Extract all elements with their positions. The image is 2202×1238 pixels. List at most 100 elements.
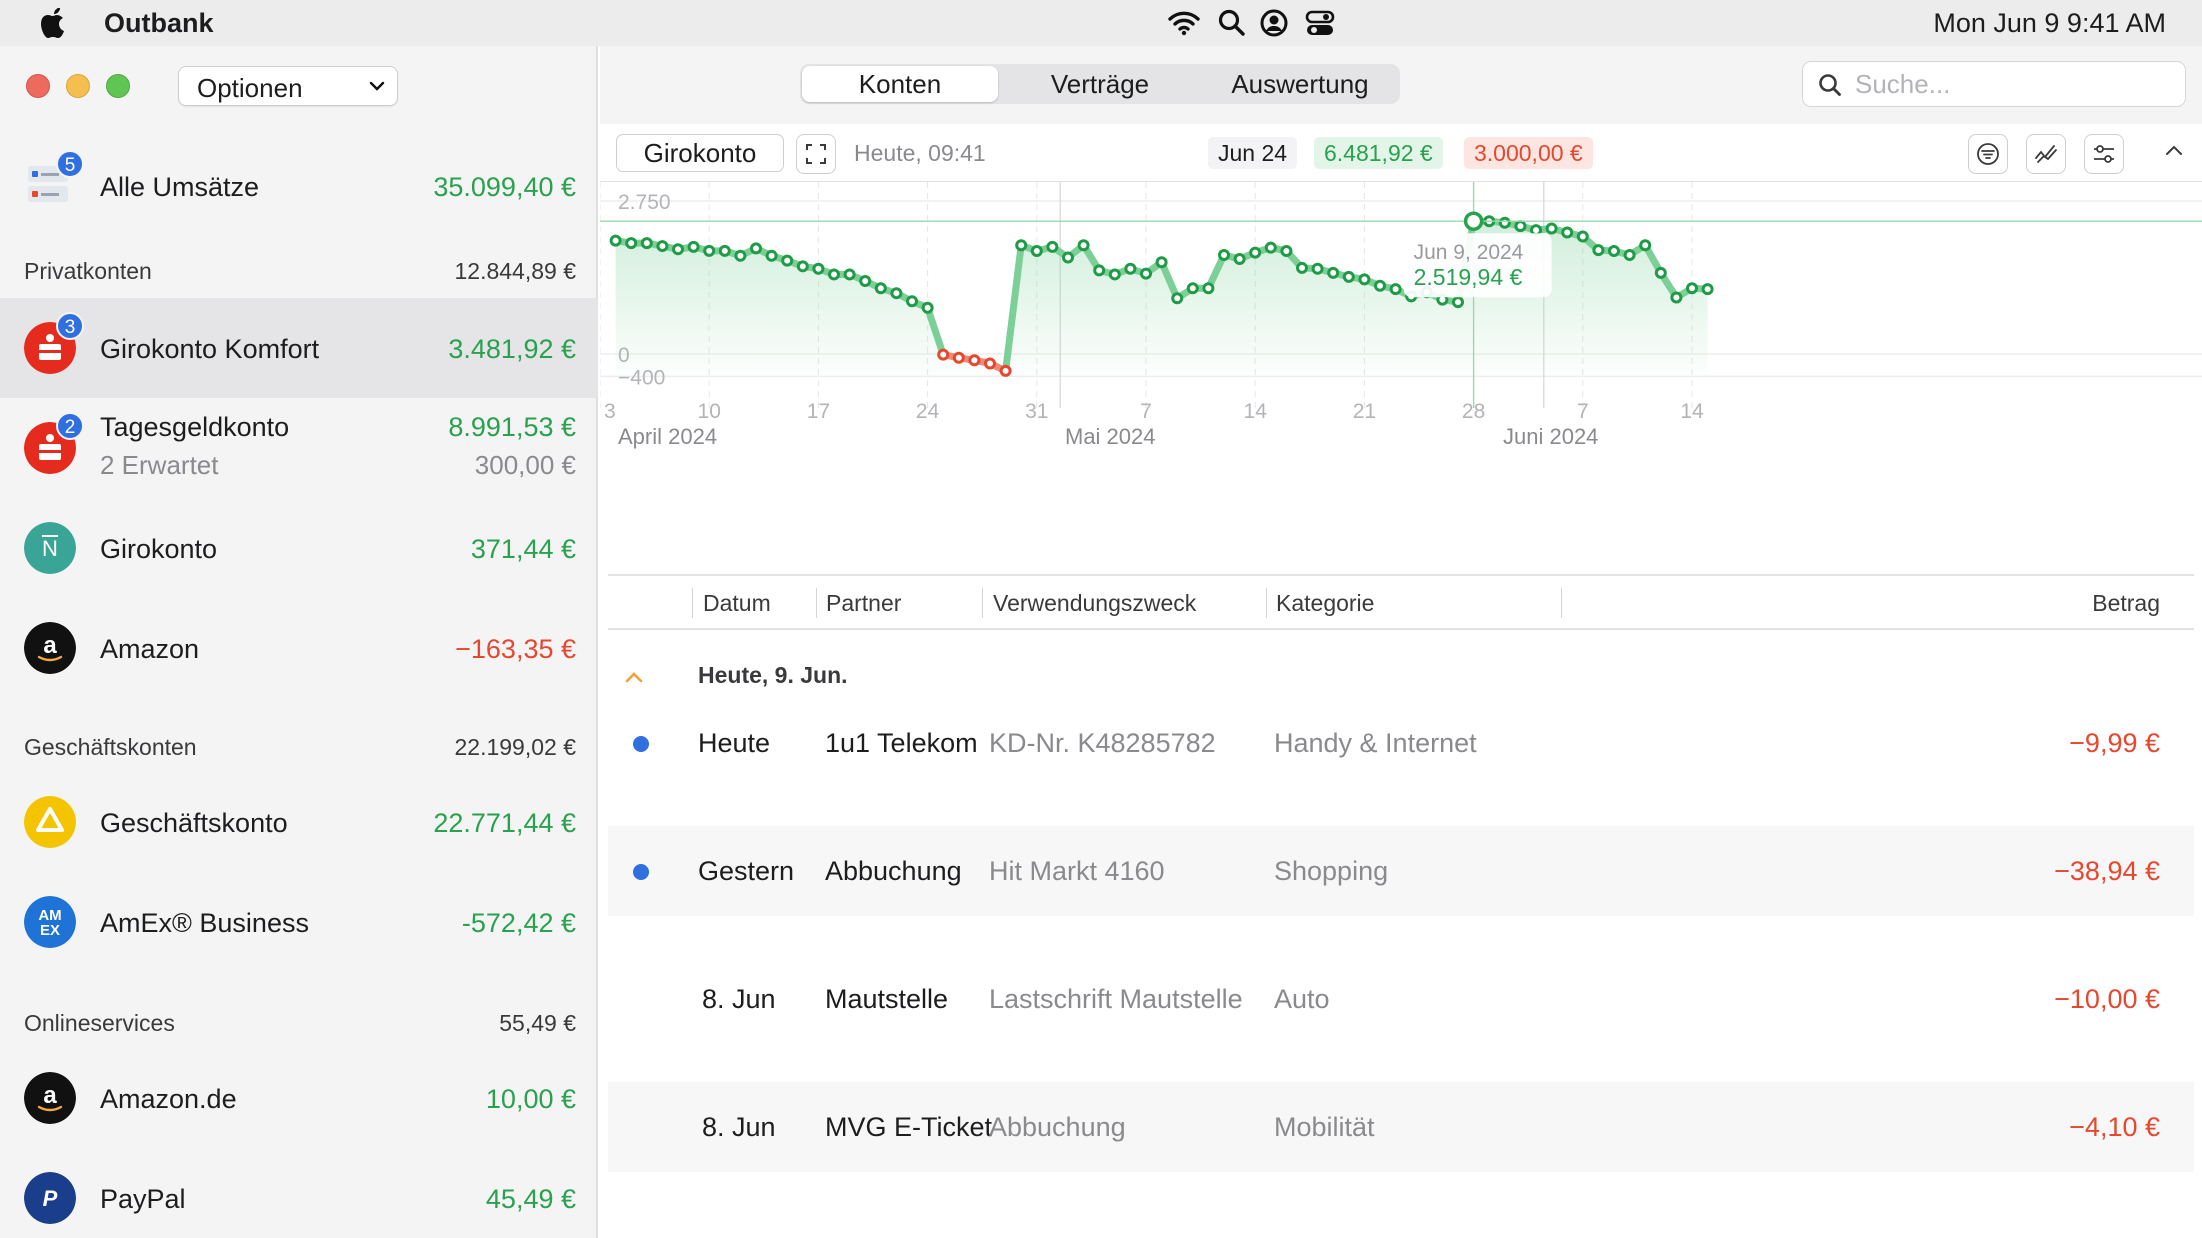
tab-auswertung[interactable]: Auswertung: [1231, 69, 1369, 99]
chart-data-point[interactable]: [1093, 264, 1106, 277]
chart-data-point[interactable]: [1264, 241, 1277, 254]
sidebar-item-amazon-de[interactable]: a Amazon.de 10,00 €: [0, 1048, 598, 1148]
filter-button[interactable]: [1968, 134, 2008, 174]
chart-data-point[interactable]: [765, 249, 778, 262]
chart-data-point[interactable]: [1327, 266, 1340, 279]
chart-data-point[interactable]: [1155, 256, 1168, 269]
column-partner[interactable]: Partner: [826, 590, 902, 616]
chart-data-point[interactable]: [1686, 282, 1698, 295]
sidebar-item-geschaeftskonto[interactable]: Geschäftskonto 22.771,44 €: [0, 772, 598, 872]
transaction-row[interactable]: 8. Jun Mautstelle Lastschrift Mautstelle…: [608, 954, 2194, 1044]
chart-data-point[interactable]: [828, 268, 840, 281]
chart-data-point[interactable]: [1358, 273, 1371, 286]
column-kategorie[interactable]: Kategorie: [1276, 590, 1375, 616]
column-separator[interactable]: [692, 588, 693, 618]
chart-data-point[interactable]: [1452, 296, 1464, 309]
sidebar-item-girokonto[interactable]: N Girokonto 371,44 €: [0, 498, 598, 598]
chart-data-point[interactable]: [1280, 244, 1293, 257]
chart-data-point[interactable]: [1592, 244, 1605, 257]
chart-data-point[interactable]: [1389, 283, 1402, 296]
chart-data-point[interactable]: [1062, 251, 1074, 264]
chart-data-point[interactable]: [625, 237, 638, 250]
chart-data-point[interactable]: [1342, 270, 1355, 283]
day-group-header[interactable]: Heute, 9. Jun.: [608, 658, 2194, 698]
chart-data-point[interactable]: [984, 357, 996, 370]
chart-data-point[interactable]: [1015, 239, 1028, 252]
selected-data-point[interactable]: [1463, 211, 1484, 231]
group-header-privatkonten[interactable]: Privatkonten 12.844,89 €: [0, 252, 598, 292]
chart-data-point[interactable]: [1233, 252, 1246, 265]
transaction-row[interactable]: Gestern Abbuchung Hit Markt 4160 Shoppin…: [608, 826, 2194, 916]
chart-data-point[interactable]: [1561, 226, 1574, 239]
chart-data-point[interactable]: [1623, 249, 1636, 262]
control-center-icon[interactable]: [1304, 8, 1336, 38]
column-separator[interactable]: [1266, 588, 1267, 618]
chart-data-point[interactable]: [1608, 244, 1620, 257]
chart-data-point[interactable]: [906, 295, 918, 308]
chevron-up-icon[interactable]: [624, 670, 644, 684]
chart-settings-button[interactable]: [2084, 134, 2124, 174]
sidebar-item-paypal[interactable]: P PayPal 45,49 €: [0, 1148, 598, 1238]
group-header-geschaeftskonten[interactable]: Geschäftskonten 22.199,02 €: [0, 728, 598, 768]
chart-data-point[interactable]: [1639, 239, 1652, 252]
chart-data-point[interactable]: [1701, 283, 1714, 296]
chart-data-point[interactable]: [1218, 249, 1230, 262]
wifi-icon[interactable]: [1168, 8, 1200, 38]
search-field[interactable]: [1802, 61, 2186, 107]
chart-data-point[interactable]: [734, 249, 747, 262]
app-name[interactable]: Outbank: [104, 8, 214, 38]
column-verwendungszweck[interactable]: Verwendungszweck: [993, 590, 1197, 616]
column-separator[interactable]: [982, 588, 983, 618]
chart-data-point[interactable]: [968, 354, 981, 367]
sidebar-item-amazon[interactable]: a Amazon −163,35 €: [0, 598, 598, 698]
chart-data-point[interactable]: [1171, 292, 1184, 305]
options-dropdown[interactable]: Optionen: [178, 66, 398, 106]
window-minimize-button[interactable]: [66, 74, 90, 98]
chart-data-point[interactable]: [1249, 246, 1262, 259]
column-datum[interactable]: Datum: [703, 590, 771, 616]
chart-data-point[interactable]: [937, 348, 950, 361]
chart-data-point[interactable]: [874, 282, 887, 295]
search-input[interactable]: [1855, 68, 2165, 100]
chart-style-button[interactable]: [2026, 134, 2066, 174]
menubar-clock[interactable]: Mon Jun 9 9:41 AM: [1933, 8, 2166, 38]
chart-data-point[interactable]: [890, 287, 903, 300]
user-account-icon[interactable]: [1258, 8, 1290, 38]
chart-data-point[interactable]: [1374, 279, 1386, 292]
chart-data-point[interactable]: [640, 237, 653, 250]
chart-data-point[interactable]: [952, 351, 965, 364]
chevron-up-icon[interactable]: [2164, 142, 2184, 158]
group-header-onlineservices[interactable]: Onlineservices 55,49 €: [0, 1004, 598, 1044]
tab-konten[interactable]: Konten: [802, 66, 998, 102]
chart-data-point[interactable]: [999, 364, 1012, 377]
chart-data-point[interactable]: [1670, 291, 1683, 304]
chart-data-point[interactable]: [718, 244, 731, 257]
chart-data-point[interactable]: [750, 242, 762, 255]
chart-data-point[interactable]: [781, 254, 794, 267]
chart-data-point[interactable]: [687, 240, 700, 253]
expand-button[interactable]: [796, 134, 836, 174]
chart-data-point[interactable]: [1576, 230, 1589, 243]
chart-account-button[interactable]: Girokonto: [616, 134, 784, 172]
chart-data-point[interactable]: [796, 260, 809, 273]
chart-data-point[interactable]: [1498, 216, 1511, 229]
chart-data-point[interactable]: [1654, 266, 1667, 279]
chart-data-point[interactable]: [1202, 282, 1215, 295]
sidebar-item-amex-business[interactable]: AM EX AmEx® Business -572,42 €: [0, 872, 598, 972]
chart-data-point[interactable]: [1108, 268, 1121, 281]
chart-data-point[interactable]: [921, 301, 934, 314]
sidebar-item-all-transactions[interactable]: 5 Alle Umsätze 35.099,40 €: [0, 142, 598, 226]
column-separator[interactable]: [816, 588, 817, 618]
chart-data-point[interactable]: [672, 243, 684, 256]
transaction-row[interactable]: Heute 1u1 Telekom KD-Nr. K48285782 Handy…: [608, 698, 2194, 788]
chart-data-point[interactable]: [1124, 262, 1137, 275]
chart-data-point[interactable]: [1186, 282, 1199, 295]
sidebar-item-tagesgeldkonto[interactable]: 2 Tagesgeldkonto 2 Erwartet 8.991,53 € 3…: [0, 398, 598, 498]
chart-data-point[interactable]: [609, 234, 622, 247]
sidebar-item-girokonto-komfort[interactable]: 3 Girokonto Komfort 3.481,92 €: [0, 298, 598, 398]
spotlight-search-icon[interactable]: [1216, 8, 1248, 38]
window-close-button[interactable]: [26, 74, 50, 98]
chart-data-point[interactable]: [859, 275, 872, 288]
apple-logo-icon[interactable]: [38, 6, 68, 40]
